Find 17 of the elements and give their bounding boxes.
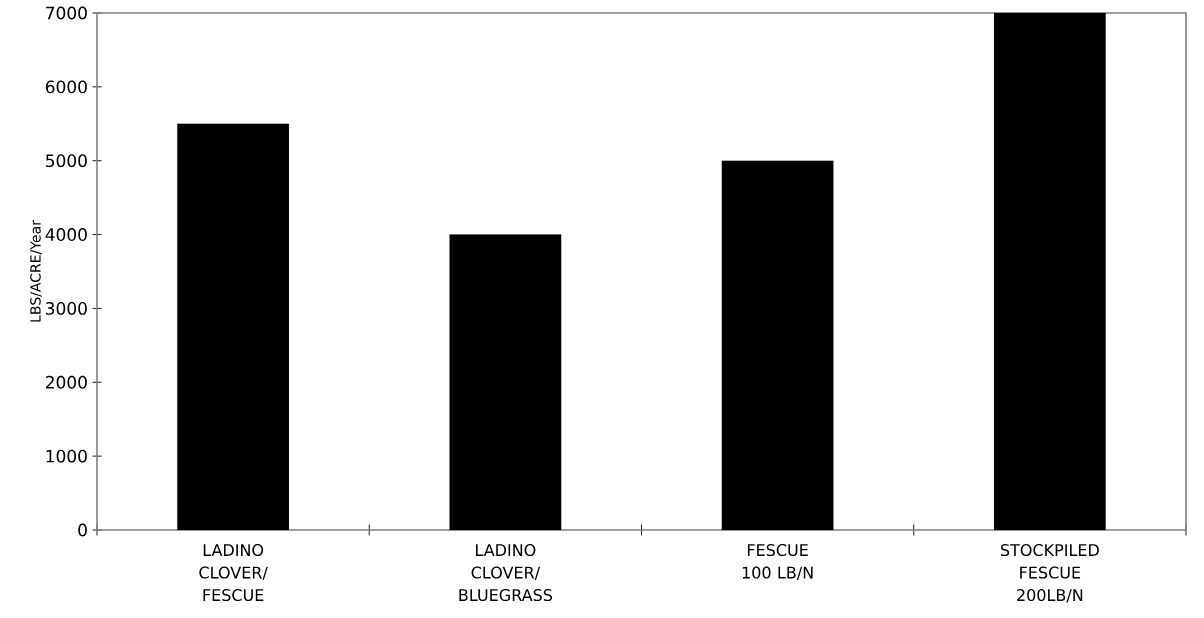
- bar: [449, 234, 562, 531]
- y-tick-label: 6000: [45, 80, 87, 94]
- y-tick-label: 5000: [46, 154, 87, 168]
- y-tick-label: 1000: [46, 449, 87, 463]
- y-tick-label: 2000: [45, 375, 87, 389]
- bar: [721, 160, 834, 531]
- y-tick-label: 4000: [45, 228, 87, 241]
- x-tick-label: FESCUE 100 LB/N: [742, 544, 813, 580]
- y-tick-label: 3000: [46, 301, 87, 315]
- x-tick-label: LADINO CLOVER/ BLUEGRASS: [459, 544, 553, 602]
- bar: [994, 12, 1106, 531]
- x-tick-label: LADINO CLOVER/ FESCUE: [199, 544, 268, 602]
- y-tick-label: 7000: [46, 6, 87, 20]
- y-axis-title: LBS/ACRE/Year: [30, 220, 42, 322]
- bar: [177, 123, 290, 531]
- x-tick-label: STOCKPILED FESCUE 200LB/N: [1000, 544, 1099, 603]
- y-tick-label: 0: [78, 523, 87, 537]
